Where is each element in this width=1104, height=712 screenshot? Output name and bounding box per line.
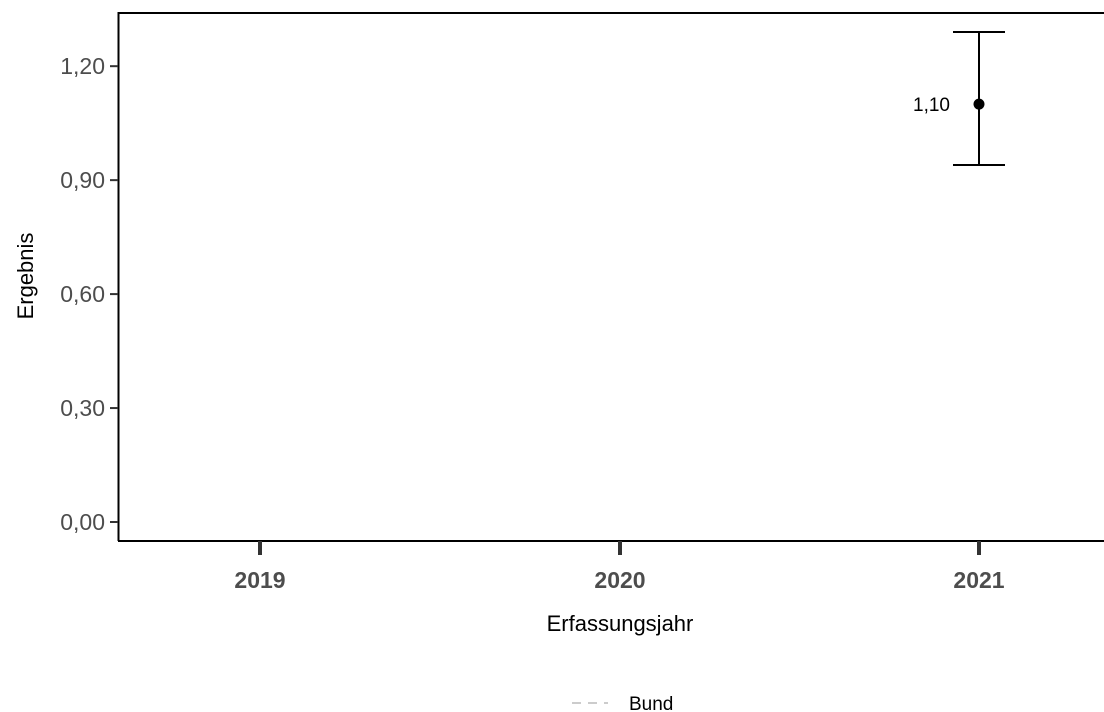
x-tick-label: 2021 — [953, 567, 1004, 593]
data-label: 1,10 — [913, 95, 950, 116]
x-ticks: 2019 2020 2021 — [234, 541, 1005, 593]
y-tick-label: 0,90 — [60, 167, 105, 193]
y-axis-title: Ergebnis — [13, 233, 38, 320]
x-tick-label: 2020 — [594, 567, 645, 593]
y-ticks: 0,00 0,30 0,60 0,90 1,20 — [60, 53, 118, 535]
y-tick-label: 1,20 — [60, 53, 105, 79]
legend: Bund — [572, 694, 673, 712]
plot-area — [117, 12, 1104, 542]
legend-label-bund: Bund — [629, 694, 673, 712]
y-tick-label: 0,00 — [60, 509, 105, 535]
data-point — [973, 98, 985, 110]
y-tick-label: 0,30 — [60, 395, 105, 421]
x-axis-title: Erfassungsjahr — [547, 611, 694, 636]
y-tick-label: 0,60 — [60, 281, 105, 307]
x-tick-label: 2019 — [234, 567, 285, 593]
data-marks: 1,10 — [913, 30, 1005, 166]
